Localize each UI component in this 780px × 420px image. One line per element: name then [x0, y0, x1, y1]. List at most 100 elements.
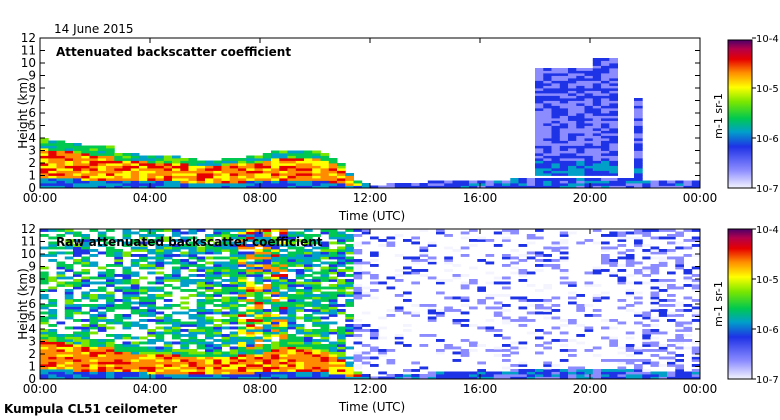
- backscatter-cell: [114, 349, 123, 352]
- backscatter-cell: [650, 269, 660, 272]
- backscatter-cell: [576, 83, 585, 86]
- backscatter-cell: [229, 301, 239, 305]
- backscatter-cell: [196, 264, 206, 267]
- backscatter-cell: [452, 374, 462, 377]
- backscatter-cell: [345, 249, 354, 252]
- backscatter-cell: [617, 256, 627, 260]
- backscatter-cell: [81, 374, 90, 377]
- backscatter-cell: [262, 231, 272, 235]
- backscatter-cell: [262, 326, 272, 330]
- backscatter-cell: [155, 271, 165, 275]
- backscatter-cell: [81, 261, 90, 265]
- backscatter-cell: [73, 304, 82, 307]
- backscatter-cell: [163, 326, 173, 330]
- backscatter-cell: [543, 155, 552, 159]
- backscatter-cell: [617, 251, 627, 255]
- backscatter-cell: [419, 269, 429, 272]
- backscatter-cell: [130, 281, 140, 285]
- backscatter-cell: [642, 349, 651, 352]
- backscatter-cell: [320, 369, 330, 372]
- backscatter-cell: [568, 128, 577, 131]
- backscatter-cell: [155, 254, 165, 257]
- backscatter-cell: [295, 153, 305, 156]
- backscatter-cell: [675, 366, 684, 370]
- backscatter-cell: [345, 261, 354, 265]
- backscatter-cell: [97, 160, 107, 164]
- backscatter-cell: [650, 281, 660, 285]
- backscatter-cell: [625, 331, 635, 335]
- backscatter-cell: [114, 361, 123, 365]
- backscatter-cell: [304, 314, 313, 317]
- backscatter-cell: [254, 279, 264, 282]
- backscatter-cell: [246, 244, 255, 247]
- backscatter-cell: [254, 256, 264, 260]
- backscatter-cell: [526, 304, 536, 307]
- backscatter-cell: [403, 183, 412, 186]
- backscatter-cell: [81, 150, 90, 154]
- backscatter-cell: [89, 254, 99, 257]
- backscatter-cell: [452, 371, 462, 375]
- backscatter-cell: [229, 351, 239, 355]
- backscatter-cell: [188, 251, 198, 255]
- backscatter-cell: [345, 246, 354, 250]
- backscatter-cell: [518, 319, 528, 322]
- backscatter-cell: [658, 281, 668, 285]
- backscatter-cell: [279, 160, 288, 164]
- backscatter-cell: [304, 369, 313, 372]
- backscatter-cell: [609, 371, 618, 375]
- backscatter-cell: [122, 175, 132, 179]
- backscatter-cell: [535, 78, 544, 81]
- backscatter-cell: [658, 229, 668, 232]
- backscatter-cell: [73, 326, 82, 330]
- backscatter-cell: [262, 170, 272, 174]
- backscatter-cell: [97, 158, 107, 161]
- backscatter-cell: [518, 316, 528, 320]
- backscatter-cell: [683, 371, 693, 375]
- backscatter-cell: [675, 371, 684, 375]
- backscatter-cell: [221, 185, 231, 189]
- backscatter-cell: [535, 135, 544, 139]
- backscatter-cell: [213, 183, 222, 186]
- backscatter-cell: [254, 264, 264, 267]
- backscatter-cell: [601, 93, 610, 96]
- backscatter-cell: [551, 153, 561, 156]
- backscatter-cell: [221, 246, 231, 250]
- backscatter-cell: [147, 376, 156, 380]
- backscatter-cell: [312, 346, 321, 350]
- backscatter-cell: [271, 160, 280, 164]
- backscatter-cell: [584, 90, 594, 94]
- backscatter-cell: [592, 120, 602, 124]
- y-tick-label: 11: [21, 44, 36, 58]
- backscatter-cell: [221, 249, 231, 252]
- backscatter-cell: [345, 274, 354, 277]
- backscatter-cell: [73, 246, 82, 250]
- backscatter-cell: [551, 150, 561, 154]
- backscatter-cell: [163, 276, 173, 280]
- backscatter-cell: [601, 178, 610, 181]
- backscatter-cell: [271, 279, 280, 282]
- backscatter-cell: [89, 361, 99, 365]
- backscatter-cell: [543, 130, 552, 134]
- backscatter-cell: [114, 336, 123, 340]
- backscatter-cell: [345, 294, 354, 297]
- backscatter-cell: [328, 286, 338, 290]
- backscatter-cell: [617, 374, 627, 377]
- backscatter-cell: [73, 376, 82, 380]
- backscatter-cell: [427, 334, 437, 337]
- backscatter-cell: [551, 163, 561, 166]
- backscatter-cell: [658, 284, 668, 287]
- backscatter-cell: [287, 311, 297, 315]
- backscatter-cell: [155, 163, 165, 166]
- backscatter-cell: [304, 244, 313, 247]
- backscatter-cell: [328, 180, 338, 184]
- backscatter-cell: [163, 344, 173, 347]
- backscatter-cell: [328, 301, 338, 305]
- backscatter-cell: [64, 185, 74, 189]
- backscatter-cell: [452, 346, 462, 350]
- backscatter-cell: [196, 319, 206, 322]
- backscatter-cell: [279, 331, 288, 335]
- backscatter-cell: [97, 271, 107, 275]
- backscatter-cell: [295, 259, 305, 262]
- backscatter-cell: [287, 264, 297, 267]
- backscatter-cell: [188, 163, 198, 166]
